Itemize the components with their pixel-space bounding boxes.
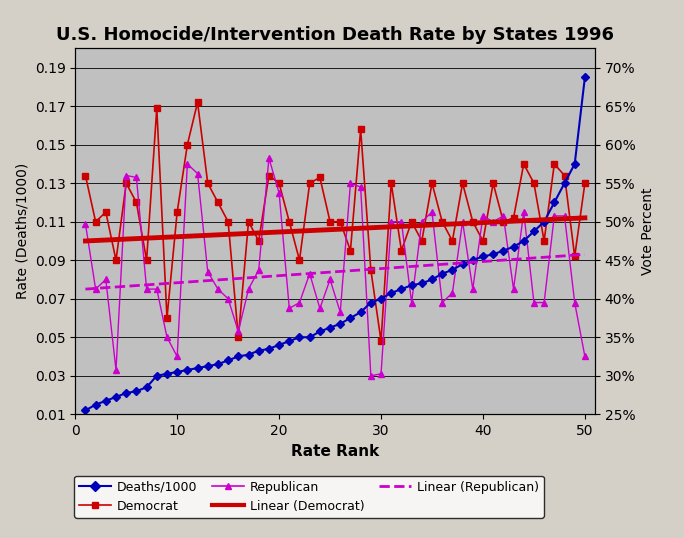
X-axis label: Rate Rank: Rate Rank — [291, 443, 380, 458]
Title: U.S. Homocide/Intervention Death Rate by States 1996: U.S. Homocide/Intervention Death Rate by… — [56, 26, 614, 44]
Y-axis label: Rate (Deaths/1000): Rate (Deaths/1000) — [15, 163, 29, 300]
Legend: Deaths/1000, Democrat, Republican, Linear (Democrat), Linear (Republican): Deaths/1000, Democrat, Republican, Linea… — [75, 476, 544, 518]
Y-axis label: Vote Percent: Vote Percent — [641, 188, 655, 275]
